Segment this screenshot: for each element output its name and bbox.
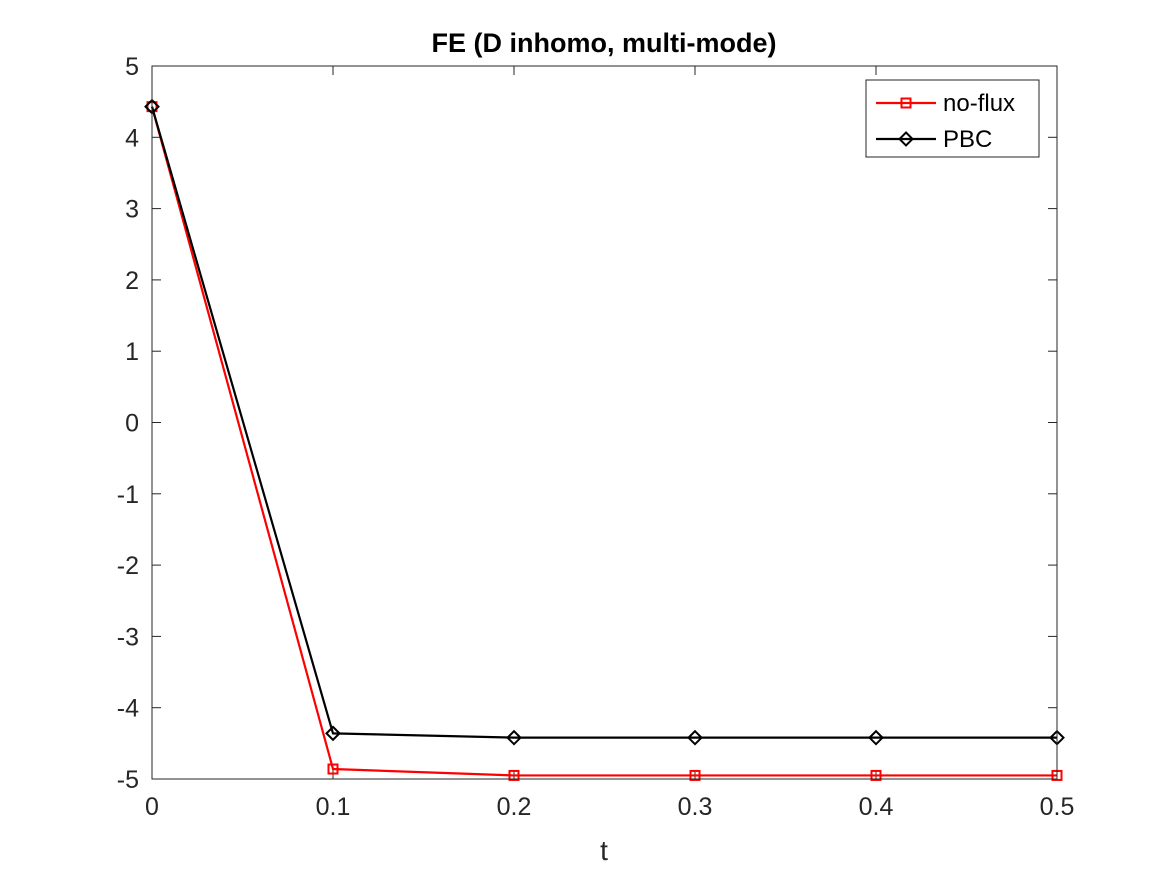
y-tick-label: -2 — [117, 552, 139, 580]
y-tick-label: 0 — [125, 410, 139, 438]
y-tick-label: -1 — [117, 481, 139, 509]
y-tick-label: -4 — [117, 695, 139, 723]
data-point-pbc — [506, 729, 522, 746]
series-line-no-flux — [150, 106, 1057, 777]
plot-area — [152, 66, 1057, 779]
data-point-pbc — [868, 729, 884, 746]
y-tick-label: -3 — [117, 623, 139, 651]
plot-box — [151, 65, 1058, 780]
data-point-no-flux — [689, 769, 701, 781]
data-point-pbc — [325, 725, 341, 742]
legend-label: no-flux — [943, 90, 1015, 117]
series-layer — [144, 98, 1065, 781]
legend: no-flux PBC — [865, 79, 1040, 158]
y-tick-label: -5 — [117, 766, 139, 794]
legend-marker — [900, 97, 912, 109]
legend-item-pbc: PBC — [876, 126, 992, 153]
y-tick-label: 3 — [125, 196, 139, 224]
x-tick-labels: 0 0.1 0.2 0.3 0.4 0.5 — [145, 793, 1074, 821]
series-no-flux — [146, 101, 1063, 781]
data-point-pbc — [687, 729, 703, 746]
chart-title: FE (D inhomo, multi-mode) — [432, 28, 777, 58]
y-tick-label: 2 — [125, 267, 139, 295]
legend-items: no-flux PBC — [876, 90, 1015, 153]
y-tick-labels: -5 -4 -3 -2 -1 0 1 2 3 4 5 — [117, 53, 139, 794]
x-tick-label: 0.2 — [497, 793, 532, 821]
data-point-no-flux — [508, 769, 520, 781]
x-axis-label: t — [600, 835, 608, 866]
legend-marker — [898, 131, 914, 147]
x-tick-label: 0.4 — [859, 793, 894, 821]
y-tick-label: 1 — [125, 338, 139, 366]
x-tick-label: 0 — [145, 793, 159, 821]
series-line-pbc — [150, 106, 1057, 739]
x-tick-label: 0.3 — [678, 793, 713, 821]
legend-label: PBC — [943, 126, 992, 153]
y-tick-label: 4 — [125, 124, 139, 152]
x-tick-label: 0.1 — [316, 793, 351, 821]
data-point-no-flux — [870, 769, 882, 781]
x-tick-label: 0.5 — [1040, 793, 1075, 821]
data-point-no-flux — [327, 763, 339, 775]
legend-item-no-flux: no-flux — [876, 90, 1015, 117]
y-tick-label: 5 — [125, 53, 139, 81]
legend-box — [865, 79, 1040, 158]
